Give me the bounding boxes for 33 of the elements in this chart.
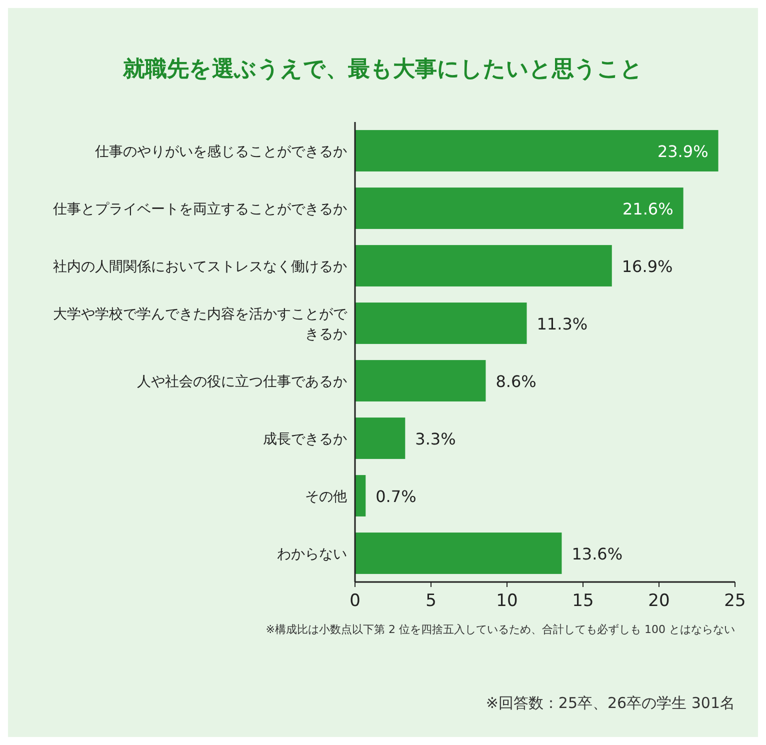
bar bbox=[355, 418, 406, 459]
y-tick-label: その他 bbox=[305, 488, 347, 505]
y-tick-label: 仕事とプライベートを両立することができるか bbox=[52, 201, 347, 218]
data-label: 3.3% bbox=[415, 429, 456, 448]
data-label: 0.7% bbox=[376, 486, 416, 506]
x-tick-label: 20 bbox=[648, 591, 670, 611]
data-label: 21.6% bbox=[622, 199, 674, 218]
bar bbox=[355, 360, 486, 402]
y-tick-label: 人や社会の役に立つ仕事であるか bbox=[137, 374, 347, 390]
data-label: 11.3% bbox=[536, 314, 588, 334]
data-label: 16.9% bbox=[622, 256, 673, 276]
bar bbox=[355, 532, 562, 574]
data-label: 8.6% bbox=[496, 372, 536, 391]
data-label: 23.9% bbox=[657, 142, 708, 161]
x-tick-label: 25 bbox=[724, 591, 746, 611]
x-tick-label: 0 bbox=[350, 591, 360, 611]
x-tick-label: 10 bbox=[496, 591, 518, 611]
y-tick-label: 社内の人間関係においてストレスなく働けるか bbox=[53, 258, 347, 275]
chart-title: 就職先を選ぶうえで、最も大事にしたいと思うこと bbox=[122, 57, 643, 82]
bar bbox=[355, 302, 527, 344]
x-tick-label: 15 bbox=[572, 591, 594, 611]
text: ※構成比は小数点以下第 2 位を四捨五入しているため、合計しても必ずしも 100 とはならない bbox=[266, 623, 735, 636]
bar bbox=[355, 188, 684, 229]
text: ※回答数：25卒、26卒の学生 301名 bbox=[486, 694, 735, 712]
x-tick-label: 5 bbox=[426, 591, 436, 611]
y-tick-label: 成長できるか bbox=[263, 431, 347, 448]
data-label: 13.6% bbox=[572, 544, 623, 564]
y-tick-label: 大学や学校で学んできた内容を活かすことができるか bbox=[53, 306, 348, 342]
bar bbox=[355, 245, 612, 286]
y-tick-label: わからない bbox=[277, 546, 347, 562]
y-tick-label: 仕事のやりがいを感じることができるか bbox=[94, 144, 347, 160]
bar bbox=[355, 130, 718, 172]
bar bbox=[355, 475, 366, 516]
